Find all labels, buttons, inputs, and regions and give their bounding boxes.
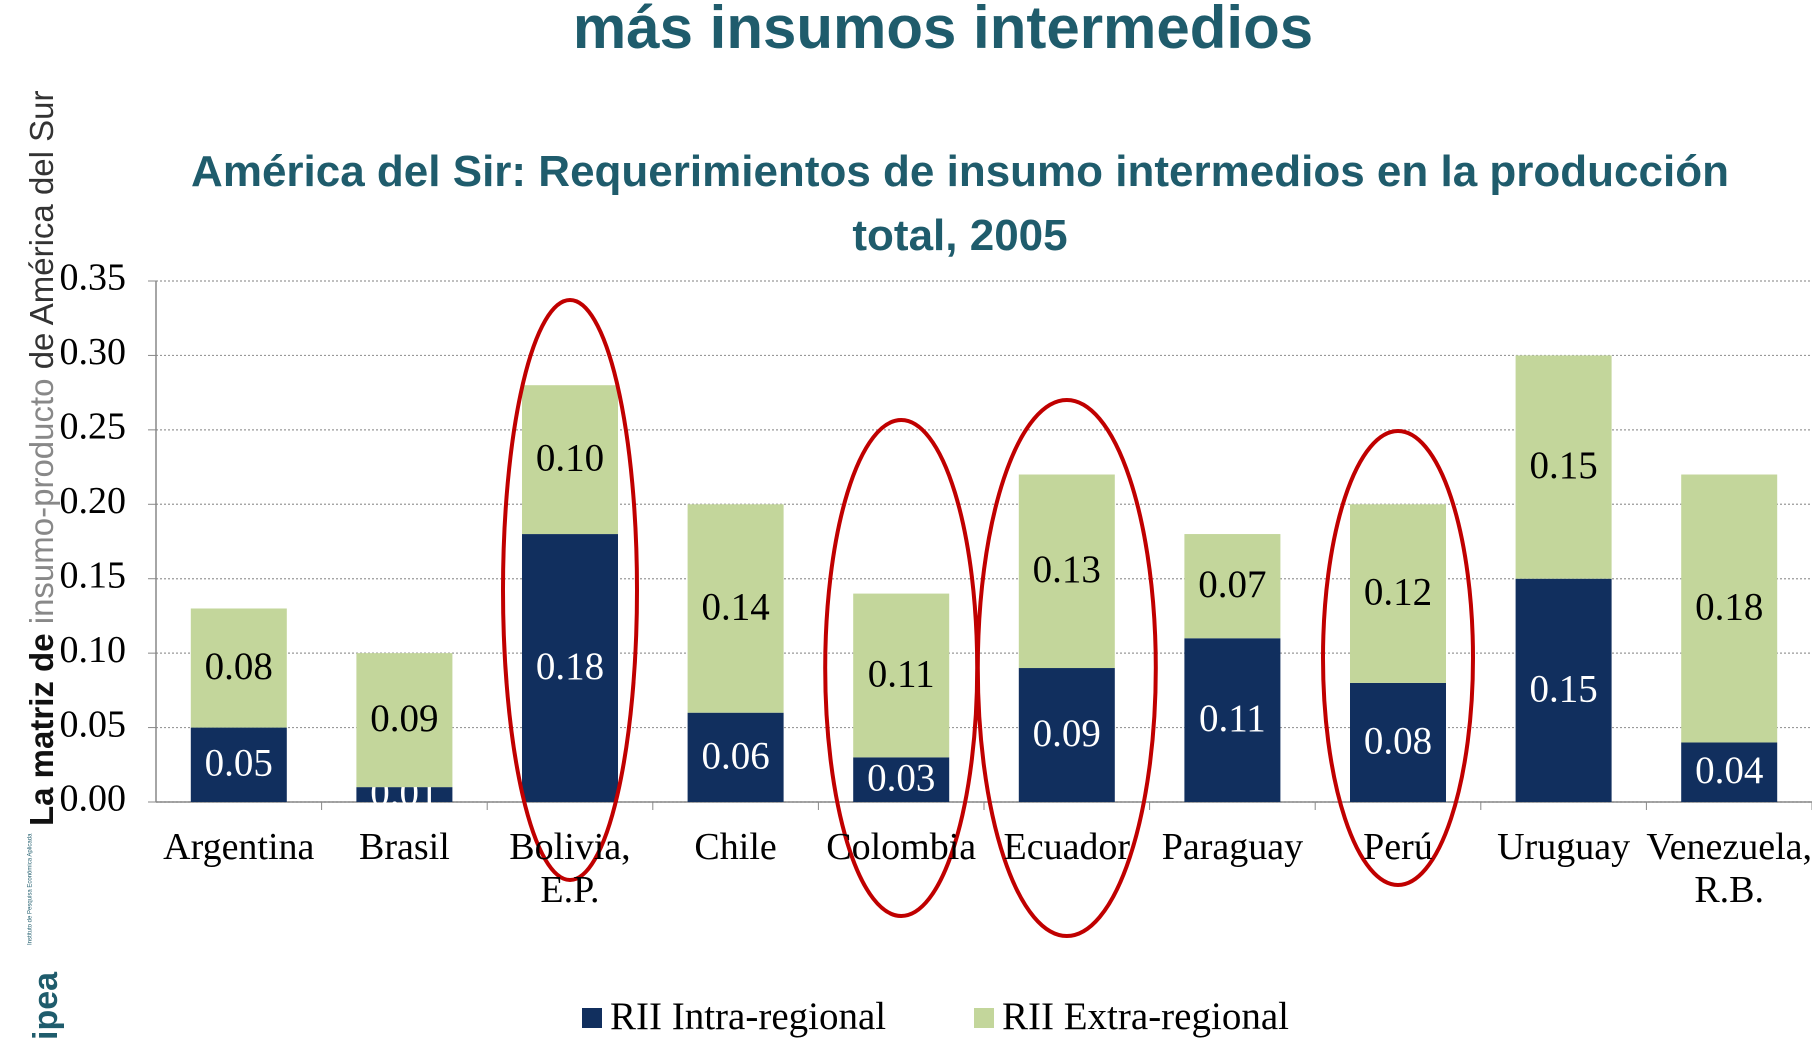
x-tick-label: Colombia: [826, 826, 977, 868]
data-label: 0.09: [1033, 712, 1101, 755]
data-label: 0.13: [1033, 548, 1101, 591]
data-label: 0.18: [536, 645, 604, 688]
data-label: 0.05: [205, 742, 273, 785]
highlight-ellipse: [1321, 429, 1475, 887]
bar-segment: [687, 712, 784, 802]
data-label: 0.03: [867, 757, 935, 800]
bar-segment: [1350, 504, 1446, 683]
legend-label: RII Intra-regional: [610, 995, 886, 1038]
data-label: 0.18: [1695, 585, 1763, 628]
bar-segment: [1350, 682, 1446, 802]
bar-segment: [190, 727, 287, 802]
data-label: 0.08: [205, 645, 273, 688]
logo-tagline: Instituto de Pesquisa Econômica Aplicada: [28, 833, 34, 945]
highlight-ellipse: [975, 398, 1158, 938]
bar-segment: [522, 385, 618, 535]
y-tick-label: 0.15: [60, 554, 127, 596]
bar-segment: [1018, 668, 1115, 802]
bar-segment: [190, 608, 287, 728]
bar-segment: [853, 757, 950, 802]
bar-segment: [1515, 578, 1612, 802]
data-label: 0.11: [868, 652, 935, 695]
legend-swatch: [974, 1008, 994, 1028]
legend-swatch: [582, 1008, 602, 1028]
x-tick-label: Paraguay: [1161, 826, 1304, 868]
bar-segment: [1018, 474, 1115, 669]
sidebar-rest: de América del Sur: [23, 90, 60, 369]
y-tick-label: 0.25: [60, 406, 127, 448]
data-label: 0.07: [1198, 563, 1266, 606]
y-tick-label: 0.30: [60, 331, 127, 373]
x-tick-label: Venezuela, R.B.: [1646, 826, 1812, 911]
data-label: 0.15: [1529, 444, 1597, 487]
legend-label: RII Extra-regional: [1002, 995, 1289, 1038]
sidebar-label: La matriz de insumo-producto de América …: [23, 90, 60, 826]
bar-segment: [1184, 638, 1281, 802]
data-label: 0.06: [701, 734, 769, 777]
data-label: 0.14: [701, 585, 769, 628]
data-label: 0.11: [1199, 697, 1266, 740]
heading: más insumos intermedios: [573, 0, 1313, 61]
y-tick-label: 0.20: [60, 480, 127, 522]
data-label: 0.09: [370, 697, 438, 740]
bar-segment: [356, 787, 453, 802]
data-label: 0.10: [536, 437, 604, 480]
y-tick-label: 0.05: [60, 703, 127, 745]
chart-title: América del Sir: Requerimientos de insum…: [191, 147, 1729, 260]
bar-segment: [1681, 474, 1778, 743]
x-tick-label: Ecuador: [1003, 826, 1131, 868]
logo-name: ipea: [27, 971, 65, 1040]
y-tick-label: 0.00: [60, 778, 127, 820]
sidebar-gray: insumo-producto: [23, 378, 60, 624]
y-tick-label: 0.10: [60, 629, 127, 671]
x-tick-label: Argentina: [163, 826, 315, 868]
x-tick-label: Bolivia, E.P.: [509, 826, 631, 911]
bar-segment: [687, 504, 784, 713]
sidebar-bold: La matriz de: [23, 633, 60, 826]
bar-segment: [1184, 534, 1281, 639]
x-tick-label: Chile: [694, 826, 777, 868]
bar-segment: [1681, 742, 1778, 802]
bar-segment: [853, 593, 950, 758]
data-label: 0.04: [1695, 749, 1763, 792]
data-label: 0.15: [1529, 667, 1597, 710]
bar-segment: [522, 534, 618, 802]
highlight-ellipse: [501, 298, 639, 882]
data-label: 0.08: [1364, 719, 1432, 762]
x-tick-label: Uruguay: [1497, 826, 1631, 868]
x-tick-label: Perú: [1363, 826, 1433, 868]
bar-segment: [356, 653, 453, 788]
bar-segment: [1515, 355, 1612, 579]
y-tick-label: 0.35: [60, 257, 127, 299]
data-label: 0.12: [1364, 571, 1432, 614]
x-tick-label: Brasil: [359, 826, 450, 868]
